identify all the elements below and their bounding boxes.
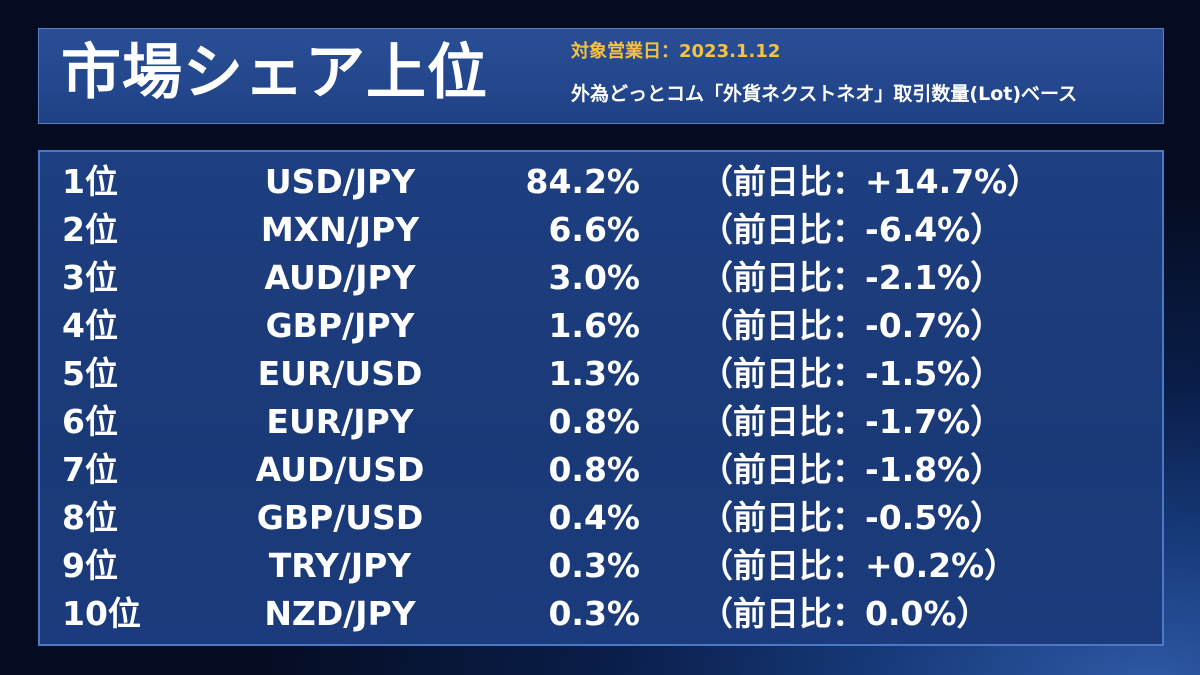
pair-cell: GBP/USD xyxy=(256,498,424,537)
change-cell: （前日比：+14.7%） xyxy=(700,162,1041,201)
change-cell: （前日比：0.0%） xyxy=(700,594,990,633)
share-cell: 0.4% xyxy=(548,498,640,537)
rank-cell: 1位 xyxy=(62,162,118,201)
rank-cell: 8位 xyxy=(62,498,118,537)
pair-cell: EUR/JPY xyxy=(266,402,414,441)
share-cell: 0.8% xyxy=(548,402,640,441)
change-cell: （前日比：-0.7%） xyxy=(700,306,1004,345)
pair-cell: NZD/JPY xyxy=(264,594,416,633)
ranking-table: 1位 USD/JPY 84.2% （前日比：+14.7%） 2位 MXN/JPY… xyxy=(38,150,1164,646)
change-cell: （前日比：-0.5%） xyxy=(700,498,1004,537)
pair-cell: USD/JPY xyxy=(264,162,416,201)
share-cell: 1.6% xyxy=(548,306,640,345)
table-row: 7位 AUD/USD 0.8% （前日比：-1.8%） xyxy=(40,446,1162,494)
table-row: 2位 MXN/JPY 6.6% （前日比：-6.4%） xyxy=(40,206,1162,254)
table-row: 6位 EUR/JPY 0.8% （前日比：-1.7%） xyxy=(40,398,1162,446)
table-row: 10位 NZD/JPY 0.3% （前日比：0.0%） xyxy=(40,590,1162,638)
share-cell: 6.6% xyxy=(548,210,640,249)
table-row: 1位 USD/JPY 84.2% （前日比：+14.7%） xyxy=(40,158,1162,206)
table-row: 5位 EUR/USD 1.3% （前日比：-1.5%） xyxy=(40,350,1162,398)
change-cell: （前日比：-6.4%） xyxy=(700,210,1004,249)
change-cell: （前日比：-1.8%） xyxy=(700,450,1004,489)
page-title: 市場シェア上位 xyxy=(61,38,488,108)
pair-cell: TRY/JPY xyxy=(268,546,412,585)
target-date: 対象営業日：2023.1.12 xyxy=(571,41,781,62)
pair-cell: EUR/USD xyxy=(257,354,423,393)
rank-cell: 9位 xyxy=(62,546,118,585)
change-cell: （前日比：-2.1%） xyxy=(700,258,1004,297)
pair-cell: MXN/JPY xyxy=(260,210,420,249)
table-row: 3位 AUD/JPY 3.0% （前日比：-2.1%） xyxy=(40,254,1162,302)
rank-cell: 2位 xyxy=(62,210,118,249)
pair-cell: AUD/JPY xyxy=(264,258,416,297)
share-cell: 0.3% xyxy=(548,594,640,633)
rank-cell: 6位 xyxy=(62,402,118,441)
header-panel: 市場シェア上位 対象営業日：2023.1.12 外為どっとコム「外貨ネクストネオ… xyxy=(38,28,1164,124)
table-row: 4位 GBP/JPY 1.6% （前日比：-0.7%） xyxy=(40,302,1162,350)
share-cell: 84.2% xyxy=(525,162,641,201)
change-cell: （前日比：-1.7%） xyxy=(700,402,1004,441)
share-cell: 1.3% xyxy=(548,354,640,393)
pair-cell: AUD/USD xyxy=(255,450,425,489)
rank-cell: 4位 xyxy=(62,306,118,345)
share-cell: 0.8% xyxy=(548,450,640,489)
pair-cell: GBP/JPY xyxy=(265,306,415,345)
rank-cell: 5位 xyxy=(62,354,118,393)
table-row: 8位 GBP/USD 0.4% （前日比：-0.5%） xyxy=(40,494,1162,542)
basis-note: 外為どっとコム「外貨ネクストネオ」取引数量(Lot)ベース xyxy=(571,83,1078,105)
rank-cell: 3位 xyxy=(62,258,118,297)
rank-cell: 7位 xyxy=(62,450,118,489)
share-cell: 3.0% xyxy=(548,258,640,297)
change-cell: （前日比：-1.5%） xyxy=(700,354,1004,393)
rank-cell: 10位 xyxy=(62,594,141,633)
share-cell: 0.3% xyxy=(548,546,640,585)
change-cell: （前日比：+0.2%） xyxy=(700,546,1018,585)
table-row: 9位 TRY/JPY 0.3% （前日比：+0.2%） xyxy=(40,542,1162,590)
